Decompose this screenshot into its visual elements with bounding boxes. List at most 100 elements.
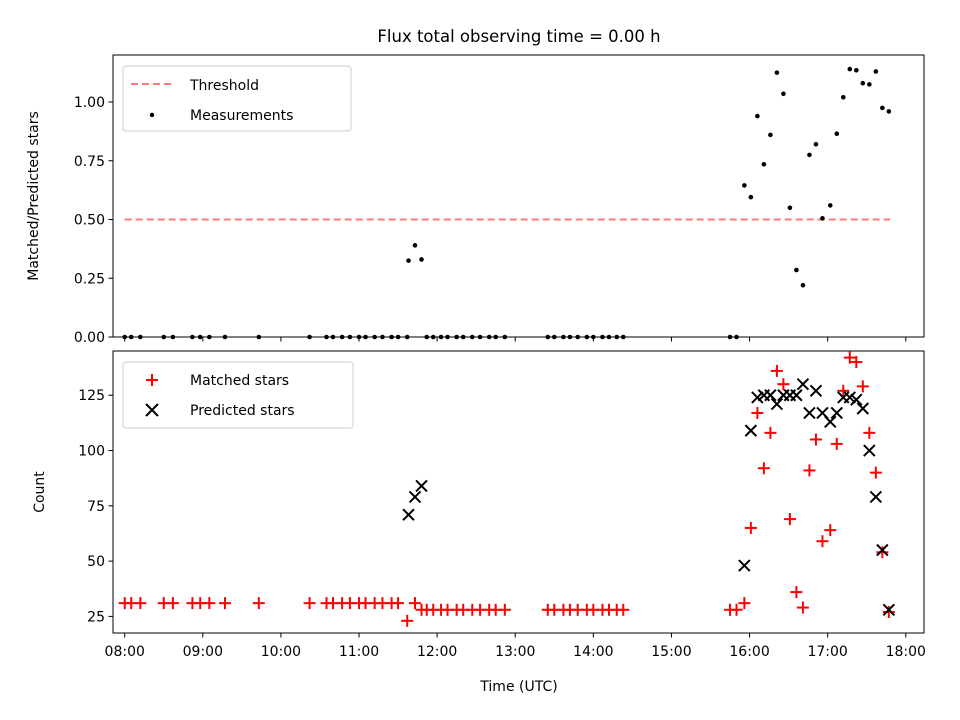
- bottom-x-tick-label-16-00: 16:00: [729, 644, 769, 660]
- matched-stars-point-34: [498, 603, 511, 616]
- top-plot-area: 0.00 0.25 0.50 0.75 1.00: [74, 54, 925, 346]
- matched-stars-point-63: [837, 384, 850, 397]
- measurements-point-55: [781, 91, 786, 97]
- matched-stars-point-61: [824, 524, 837, 537]
- measurements-point-53: [768, 132, 773, 138]
- measurements-point-51: [755, 113, 760, 119]
- matched-stars-point-10: [303, 597, 316, 610]
- measurements-point-57: [794, 267, 799, 273]
- legend-matched-swatch: [146, 374, 158, 386]
- bottom-y-tick-label-25: 25: [87, 609, 105, 625]
- bottom-panel: 08:00 09:00 10:00 11:00 12:00 13:00 14:00 15:00…: [32, 350, 926, 695]
- predicted-stars-point-12: [796, 377, 810, 391]
- matched-stars-point-22: [409, 597, 422, 610]
- matched-stars-point-69: [876, 546, 889, 559]
- bottom-y-tick-label-50: 50: [87, 554, 105, 570]
- measurements-point-67: [860, 80, 866, 86]
- bottom-x-tick-label-17-00: 17:00: [807, 644, 847, 660]
- matched-stars-point-21: [401, 614, 414, 627]
- top-y-tick-label-0-75: 0.75: [74, 154, 105, 170]
- bottom-x-tick-label-12-00: 12:00: [417, 644, 457, 660]
- bottom-x-tick-label-15-00: 15:00: [651, 644, 691, 660]
- chart-title: Flux total observing time = 0.00 h: [377, 27, 660, 46]
- predicted-stars-point-1: [408, 490, 422, 504]
- matched-stars-point-7: [203, 597, 216, 610]
- predicted-stars-point-20: [850, 393, 863, 406]
- bottom-y-ticks: 25 50 75 100 125: [78, 388, 113, 625]
- matched-stars-point-4: [166, 597, 179, 610]
- predicted-stars-point-16: [824, 415, 837, 428]
- matched-stars-point-66: [856, 380, 869, 393]
- matched-stars-point-70: [882, 605, 895, 618]
- matched-stars-point-64: [843, 351, 856, 364]
- matched-stars-point-8: [218, 597, 231, 610]
- top-axes-frame: [112, 54, 925, 338]
- bottom-y-tick-label-75: 75: [87, 499, 105, 515]
- predicted-stars-point-22: [863, 444, 876, 457]
- predicted-stars-point-8: [770, 397, 784, 411]
- bottom-x-tick-label-11-00: 11:00: [339, 644, 379, 660]
- matched-stars-point-57: [796, 601, 809, 614]
- predicted-stars-point-23: [869, 490, 883, 504]
- bottom-y-tick-label-100: 100: [78, 444, 105, 460]
- legend-measurements-swatch: [149, 112, 155, 118]
- measurements-point-49: [742, 183, 747, 188]
- measurements-point-56: [787, 205, 793, 211]
- legend-matched-label: Matched stars: [190, 373, 289, 389]
- predicted-stars-point-13: [803, 406, 816, 420]
- bottom-x-tick-label-10-00: 10:00: [261, 644, 301, 660]
- measurements-point-64: [840, 95, 846, 100]
- predicted-stars-point-2: [415, 479, 428, 493]
- measurements-point-69: [873, 69, 879, 74]
- top-y-tick-label-1-00: 1.00: [74, 95, 105, 111]
- matched-stars-point-53: [770, 364, 783, 377]
- legend-threshold-label: Threshold: [189, 78, 259, 94]
- matched-stars-point-2: [134, 597, 147, 610]
- top-y-ticks: 0.00 0.25 0.50 0.75 1.00: [74, 95, 113, 346]
- bottom-x-ticks: 08:00 09:00 10:00 11:00 12:00 13:00 14:00 15:00…: [105, 633, 926, 660]
- matched-stars-point-59: [809, 433, 822, 446]
- legend-predicted-swatch: [145, 403, 159, 417]
- bottom-y-axis-label: Count: [32, 471, 48, 513]
- predicted-stars-point-25: [882, 603, 896, 616]
- x-axis-label: Time (UTC): [479, 679, 557, 695]
- bottom-plot-area: 08:00 09:00 10:00 11:00 12:00 13:00 14:00 15:00…: [78, 350, 926, 660]
- matched-stars-point-55: [783, 513, 796, 526]
- bottom-x-tick-label-09-00: 09:00: [183, 644, 223, 660]
- bottom-legend-box: [122, 361, 354, 429]
- legend-predicted-label: Predicted stars: [190, 403, 295, 419]
- top-panel: 0.00 0.25 0.50 0.75 1.00 Matched/Predicted s…: [26, 54, 925, 346]
- matched-stars-point-67: [863, 426, 876, 439]
- matched-stars-point-20: [392, 597, 405, 610]
- legend-measurements-label: Measurements: [190, 108, 293, 124]
- measurements-point-62: [827, 203, 833, 208]
- predicted-stars-point-11: [790, 389, 803, 402]
- measurements-point-59: [807, 152, 812, 158]
- matched-stars-point-47: [730, 603, 743, 616]
- matched-stars-point-65: [850, 356, 863, 369]
- matched-stars-point-68: [869, 466, 882, 479]
- measurements-point-24: [419, 257, 424, 262]
- top-legend-box: [122, 65, 352, 132]
- predicted-stars-point-0: [402, 508, 415, 521]
- predicted-stars-point-7: [764, 389, 777, 402]
- predicted-stars-point-21: [856, 402, 870, 415]
- matched-stars-point-45: [617, 603, 630, 616]
- matched-stars-point-48: [738, 597, 751, 610]
- measurements-point-65: [847, 66, 853, 72]
- matched-stars-point-54: [777, 378, 790, 391]
- bottom-x-tick-label-13-00: 13:00: [495, 644, 535, 660]
- measurements-point-54: [774, 70, 780, 75]
- matched-stars-point-9: [252, 597, 265, 610]
- top-x-ticks: [124, 337, 907, 342]
- top-y-tick-label-0-00: 0.00: [74, 330, 105, 346]
- predicted-stars-point-17: [830, 406, 843, 420]
- matched-stars-point-56: [790, 586, 803, 599]
- measurements-point-71: [886, 109, 892, 114]
- top-y-tick-label-0-25: 0.25: [74, 271, 105, 287]
- matched-stars-point-52: [764, 426, 777, 439]
- measurements-point-66: [854, 67, 859, 73]
- measurements-point-50: [748, 194, 754, 200]
- predicted-stars-point-14: [809, 384, 823, 398]
